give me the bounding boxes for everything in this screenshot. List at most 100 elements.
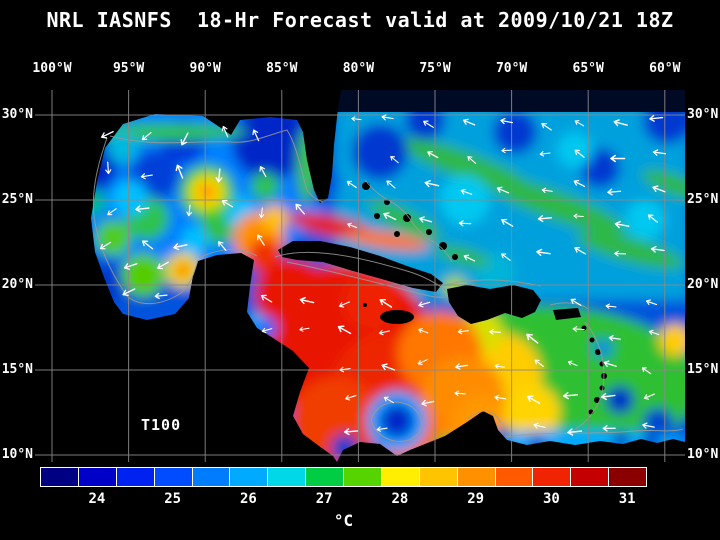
current-vector-arrow-icon	[337, 325, 352, 335]
current-vector-arrow-icon	[500, 117, 513, 125]
current-vector-arrow-icon	[647, 214, 658, 223]
colorbar-tick-label: 31	[618, 491, 636, 507]
current-vector-arrow-icon	[346, 180, 357, 189]
current-vector-arrow-icon	[175, 164, 184, 179]
current-vector-arrow-icon	[572, 326, 585, 333]
model-boundary-strip	[333, 90, 685, 112]
current-vector-arrow-icon	[221, 199, 234, 208]
lat-tick-label: 15°N	[687, 362, 719, 377]
current-vector-arrow-icon	[458, 220, 472, 227]
current-vector-arrow-icon	[154, 292, 168, 300]
lat-tick-label: 10°N	[1, 447, 33, 462]
island-cuba	[278, 241, 443, 292]
current-vector-arrow-icon	[462, 118, 476, 126]
current-vector-arrow-icon	[536, 248, 551, 256]
colorbar-tick-label: 25	[164, 491, 182, 507]
current-vector-arrow-icon	[390, 155, 399, 164]
colorbar-cell	[570, 467, 610, 487]
colorbar-tick-label: 29	[467, 491, 485, 507]
current-vector-arrow-icon	[347, 222, 358, 229]
colorbar-tick-label: 28	[391, 491, 409, 507]
current-vector-arrow-icon	[427, 151, 439, 159]
current-vector-arrow-icon	[573, 213, 584, 219]
colorbar-tick-label: 30	[542, 491, 560, 507]
current-vector-arrow-icon	[649, 115, 664, 122]
current-vector-arrow-icon	[180, 132, 189, 146]
colorbar-cell	[380, 467, 420, 487]
current-vector-arrow-icon	[645, 299, 658, 306]
forecast-map: T100	[35, 90, 685, 462]
current-vector-arrow-icon	[600, 392, 616, 401]
current-vector-arrow-icon	[418, 328, 429, 334]
current-vector-arrow-icon	[526, 395, 541, 404]
current-vector-arrow-icon	[501, 218, 514, 227]
lon-tick-label: 90°W	[189, 61, 221, 76]
current-vector-arrow-icon	[419, 216, 433, 223]
current-vector-arrow-icon	[339, 366, 351, 373]
current-vector-arrow-icon	[602, 425, 616, 432]
current-vector-arrow-icon	[383, 212, 397, 221]
current-vector-arrow-icon	[652, 149, 667, 156]
colorbar-cell	[456, 467, 496, 487]
current-vector-arrow-icon	[642, 422, 655, 429]
lon-tick-label: 85°W	[266, 61, 298, 76]
current-vector-arrow-icon	[258, 207, 265, 219]
current-vector-arrow-icon	[541, 187, 553, 194]
current-vector-arrow-icon	[494, 394, 507, 401]
current-vector-arrow-icon	[460, 188, 473, 195]
island-jamaica	[380, 310, 414, 324]
current-vector-arrow-icon	[107, 208, 117, 216]
current-arrows	[99, 114, 667, 436]
current-vector-arrow-icon	[299, 326, 310, 332]
current-vector-arrow-icon	[378, 329, 390, 336]
current-vector-arrow-icon	[641, 367, 652, 375]
current-vector-arrow-icon	[173, 243, 188, 251]
colorbar-tick-label: 27	[315, 491, 333, 507]
colorbar-unit: °C	[333, 511, 354, 530]
current-vector-arrow-icon	[574, 120, 585, 127]
current-vector-arrow-icon	[424, 180, 440, 188]
colorbar-cell	[305, 467, 344, 487]
current-vector-arrow-icon	[574, 149, 585, 158]
current-vector-arrow-icon	[489, 329, 501, 335]
current-vector-arrow-icon	[381, 363, 396, 371]
current-vector-arrow-icon	[381, 114, 394, 121]
current-vector-arrow-icon	[260, 294, 273, 303]
current-vector-arrow-icon	[467, 156, 477, 164]
current-vector-arrow-icon	[534, 359, 544, 368]
current-vector-arrow-icon	[605, 303, 617, 309]
current-vector-arrow-icon	[526, 333, 539, 344]
current-vector-arrow-icon	[252, 129, 260, 142]
current-vector-arrow-icon	[455, 363, 469, 370]
lat-axis-left: 30°N 25°N 20°N 15°N 10°N	[1, 90, 33, 462]
current-vector-arrow-icon	[140, 173, 153, 180]
current-vector-arrow-icon	[574, 246, 586, 255]
current-vector-arrow-icon	[215, 168, 223, 183]
current-vector-arrow-icon	[501, 253, 511, 261]
current-vector-arrow-icon	[608, 335, 621, 342]
current-vector-arrow-icon	[100, 130, 114, 139]
current-vector-arrow-icon	[339, 301, 350, 308]
current-vector-arrow-icon	[418, 301, 431, 308]
current-vector-arrow-icon	[539, 151, 551, 157]
current-vector-arrow-icon	[379, 298, 393, 308]
lat-tick-label: 25°N	[687, 192, 719, 207]
current-vector-arrow-icon	[299, 296, 315, 305]
current-vector-arrow-icon	[218, 241, 227, 252]
current-vector-arrow-icon	[351, 116, 362, 122]
lat-tick-label: 20°N	[687, 277, 719, 292]
current-vector-arrow-icon	[122, 288, 136, 297]
lon-tick-label: 60°W	[649, 61, 681, 76]
current-vector-arrow-icon	[135, 205, 150, 213]
current-vector-arrow-icon	[457, 328, 469, 335]
current-vector-arrow-icon	[454, 390, 466, 397]
colorbar	[40, 467, 647, 487]
colorbar-cell	[191, 467, 231, 487]
current-vector-arrow-icon	[573, 179, 586, 188]
plot-title: NRL IASNFS 18-Hr Forecast valid at 2009/…	[46, 8, 674, 32]
current-vector-arrow-icon	[257, 234, 265, 246]
temperature-field-map: T100	[35, 90, 685, 462]
current-vector-arrow-icon	[386, 180, 396, 189]
land-layer	[35, 90, 685, 462]
lat-tick-label: 20°N	[1, 277, 33, 292]
